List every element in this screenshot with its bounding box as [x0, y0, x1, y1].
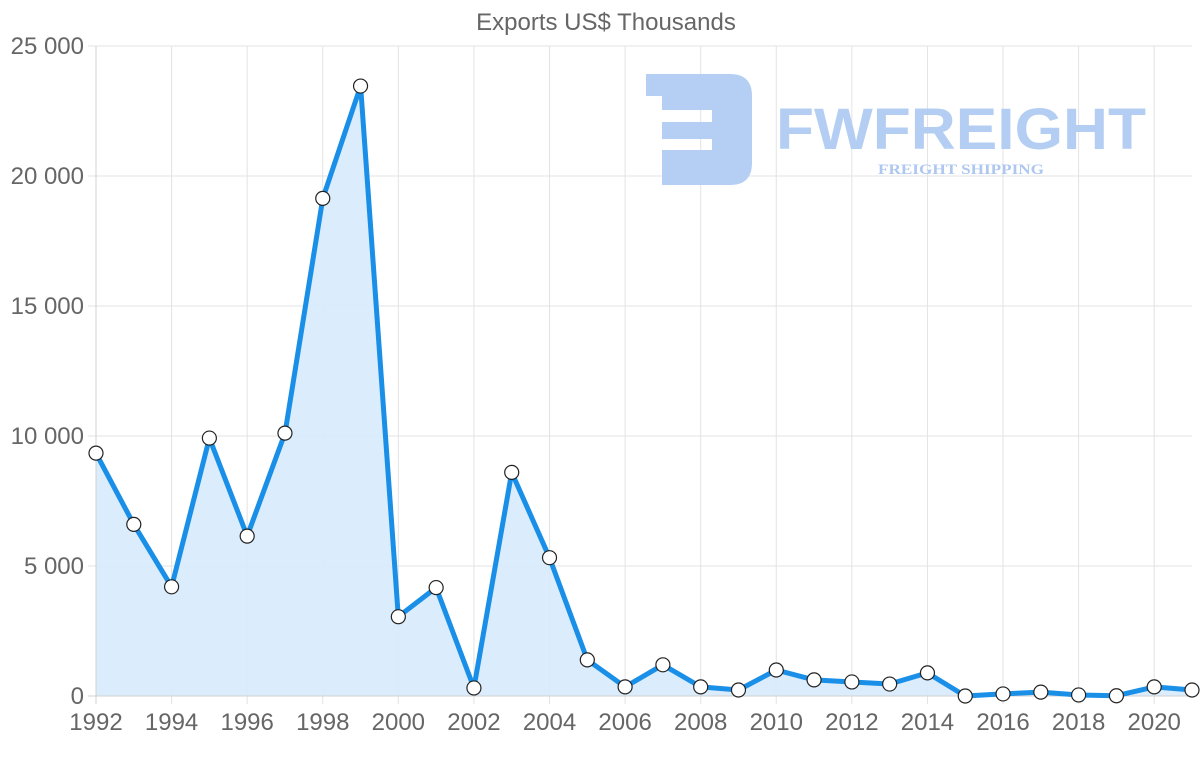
data-point[interactable]: 1997: 10110: [277, 425, 293, 441]
data-point[interactable]: 1998: 19140: [315, 190, 331, 206]
y-tick-label: 25 000: [11, 33, 84, 60]
x-tick-label: 2010: [750, 709, 803, 736]
data-point[interactable]: 2005: 1390: [579, 652, 595, 668]
data-point[interactable]: 2009: 230: [730, 682, 747, 698]
data-point[interactable]: 2021: 230: [1184, 682, 1200, 698]
chart-title: Exports US$ Thousands: [476, 9, 736, 36]
fwfreight-watermark-logo: FWFREIGHT FREIGHT SHIPPING: [646, 74, 1146, 185]
data-point[interactable]: 2006: 350: [617, 679, 633, 695]
y-tick-label: 10 000: [11, 423, 84, 450]
x-tick-label: 2006: [598, 709, 651, 736]
data-point[interactable]: 2001: 4170: [428, 579, 444, 596]
logo-brand-text: FWFREIGHT: [776, 97, 1146, 162]
x-tick-label: 2012: [825, 709, 878, 736]
data-point[interactable]: 2003: 8600: [504, 464, 520, 480]
x-tick-label: 2002: [447, 709, 500, 736]
data-point[interactable]: 1999: 23460: [352, 78, 369, 94]
y-tick-label: 5 000: [24, 553, 84, 580]
x-axis-labels: 1992 1994 1996 1998 2000 2002 2004 2006 2008 2010…: [69, 709, 1181, 736]
x-tick-label: 2018: [1052, 709, 1105, 736]
data-point[interactable]: 2018: 40: [1071, 687, 1087, 703]
data-point[interactable]: 2016: 80: [995, 686, 1011, 702]
x-tick-label: 2020: [1128, 709, 1181, 736]
logo-tagline-text: FREIGHT SHIPPING: [878, 162, 1044, 178]
x-tick-label: 2000: [372, 709, 425, 736]
x-tick-label: 1996: [220, 709, 273, 736]
data-point[interactable]: 2013: 460: [882, 676, 898, 692]
data-point[interactable]: 1993: 6600: [126, 516, 142, 533]
x-gridlines: [171, 46, 1155, 704]
logo-mark-icon: [646, 74, 752, 185]
y-gridlines: [88, 45, 1192, 567]
data-point[interactable]: 2014: 890: [919, 665, 936, 681]
y-tick-label: 15 000: [11, 293, 84, 320]
x-tick-label: 2004: [523, 709, 576, 736]
x-tick-label: 2008: [674, 709, 727, 736]
data-point[interactable]: 2015: 0: [957, 688, 973, 704]
data-point[interactable]: 2004: 5320: [541, 550, 558, 566]
x-tick-label: 1994: [145, 709, 198, 736]
data-point[interactable]: 2008: 350: [693, 679, 709, 695]
data-point[interactable]: 1992: 9340: [88, 445, 104, 461]
data-point[interactable]: 1995: 9920: [201, 430, 217, 446]
x-tick-label: 2014: [901, 709, 954, 736]
data-point[interactable]: 2017: 150: [1033, 684, 1049, 700]
data-point[interactable]: 2020: 350: [1146, 679, 1162, 695]
data-point[interactable]: 2000: 3050: [390, 609, 406, 625]
y-tick-label: 20 000: [11, 163, 84, 190]
data-point[interactable]: 2012: 540: [844, 674, 860, 690]
y-tick-label: 0: [71, 683, 84, 710]
x-tick-label: 1998: [296, 709, 349, 736]
data-point[interactable]: 1996: 6150: [239, 528, 255, 544]
y-axis-labels: 0 5 000 10 000 15 000 20 000 25 000: [11, 33, 84, 710]
data-point[interactable]: 2019: 10: [1108, 688, 1125, 704]
x-tick-label: 2016: [976, 709, 1029, 736]
data-point[interactable]: 2007: 1200: [655, 657, 671, 673]
x-tick-label: 1992: [69, 709, 122, 736]
data-point[interactable]: 2002: 310: [466, 680, 482, 696]
data-point[interactable]: 2011: 620: [806, 672, 822, 688]
